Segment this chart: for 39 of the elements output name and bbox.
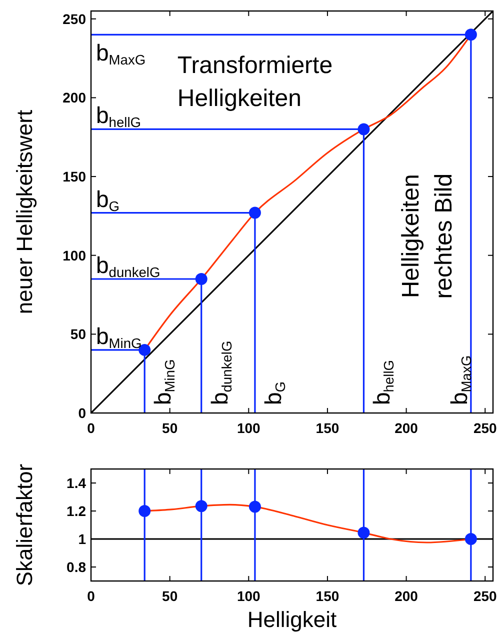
y-tick-label: 100 — [62, 247, 86, 264]
y-tick-label: 0.8 — [66, 559, 86, 575]
point — [195, 500, 208, 512]
y-tick-label: 1.2 — [66, 503, 86, 519]
y-tick-label: 250 — [62, 10, 86, 27]
annotation: Helligkeiten rechtes Bild — [398, 173, 458, 299]
point — [358, 526, 370, 539]
y-tick-label: 1.4 — [66, 475, 86, 491]
x-tick-label: 200 — [394, 420, 418, 436]
y-axis-title: Skalierfaktor — [12, 464, 37, 586]
x-tick-label: 50 — [162, 420, 178, 436]
point — [195, 273, 208, 285]
y-tick-label: 1 — [78, 531, 86, 547]
x-tick-label: 100 — [236, 588, 261, 604]
annotation: Transformierte Helligkeiten — [177, 52, 333, 112]
point — [464, 28, 477, 41]
x-axis-title: Helligkeit — [247, 607, 337, 632]
point — [358, 123, 370, 136]
annotation: b$_{hellG}$ — [96, 102, 142, 130]
y-tick-label: 0 — [78, 405, 86, 421]
x-tick-label: 200 — [394, 588, 418, 604]
annotation: b$_{MaxG}$ — [96, 40, 146, 68]
point — [248, 500, 261, 513]
point — [464, 533, 477, 545]
x-tick-label: 50 — [162, 588, 178, 604]
annotation: b$_{MinG}$ — [96, 322, 142, 352]
x-tick-label: 100 — [236, 420, 261, 436]
x-tick-label: 150 — [316, 420, 340, 436]
point — [248, 206, 261, 219]
y-tick-label: 50 — [70, 326, 86, 342]
x-tick-label: 150 — [316, 588, 340, 604]
x-tick-label: 250 — [473, 588, 497, 604]
x-tick-label: 250 — [473, 420, 497, 436]
y-tick-label: 150 — [62, 168, 86, 185]
annotation: b$_{dunkelG}$ — [96, 252, 160, 280]
point — [138, 505, 151, 517]
annotation: b$_{G}$ — [96, 186, 120, 214]
y-tick-label: 200 — [62, 90, 86, 106]
y-axis-title: neuer Helligkeitswert — [12, 110, 37, 314]
